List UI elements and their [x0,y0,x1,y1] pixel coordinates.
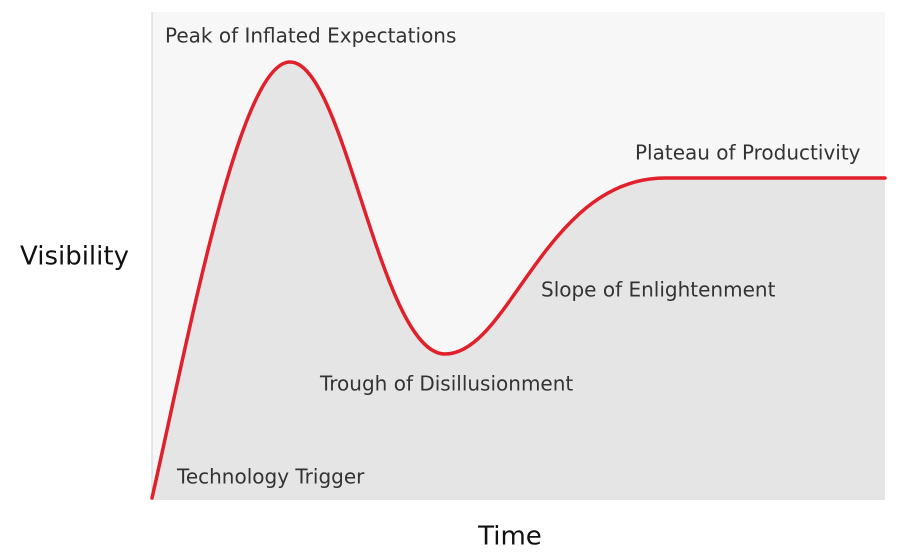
x-axis-label: Time [477,522,542,552]
phase-label: Technology Trigger [176,465,365,489]
phase-label: Plateau of Productivity [635,141,861,165]
phase-label: Slope of Enlightenment [541,278,776,302]
phase-label: Trough of Disillusionment [319,372,573,396]
phase-label: Peak of Inflated Expectations [165,24,456,48]
y-axis-label: Visibility [20,242,129,272]
hype-curve [150,60,887,500]
curve-area [152,62,885,500]
